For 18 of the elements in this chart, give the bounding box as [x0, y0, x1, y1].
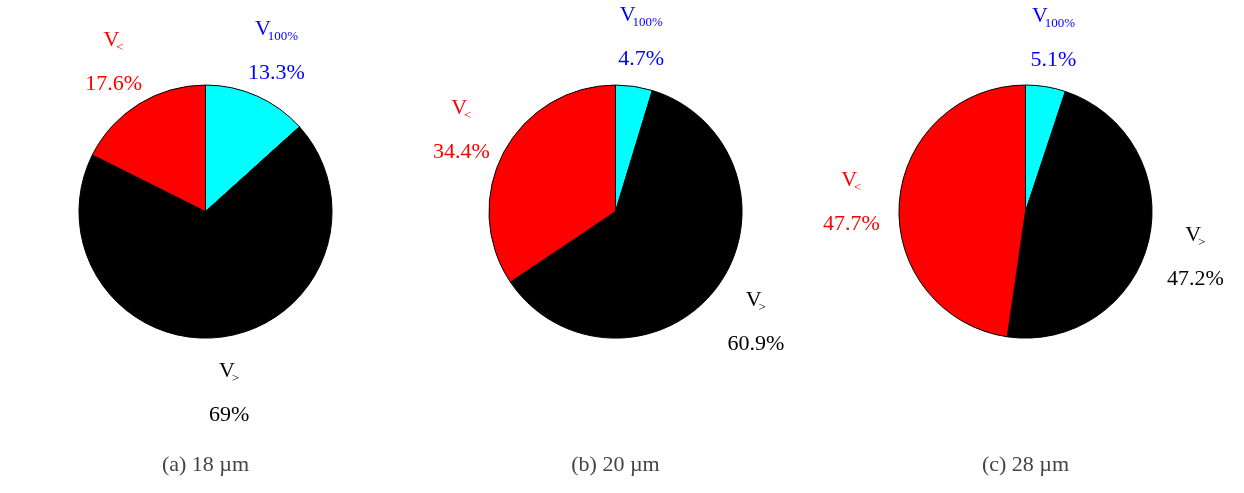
data-label: 47.2% — [1167, 264, 1224, 290]
data-label: 60.9% — [727, 330, 785, 356]
slice-label: V> — [745, 286, 766, 315]
text: (a) 18 µm — [161, 450, 250, 476]
data-label: 34.4% — [433, 138, 490, 164]
slice-label: V< — [841, 166, 862, 195]
data-label: 13.3% — [248, 58, 305, 84]
slice-label: V> — [218, 357, 239, 386]
data-label: 5.1% — [1030, 45, 1077, 71]
data-label: 4.7% — [618, 45, 665, 71]
data-label: 17.6% — [85, 70, 143, 96]
slice-label: V< — [451, 94, 472, 123]
text: (b) 20 µm — [571, 450, 660, 476]
data-label: 69% — [208, 401, 250, 427]
slice-label: V> — [1185, 220, 1206, 249]
data-label: 47.7% — [822, 210, 880, 236]
text: (c) 28 µm — [981, 450, 1070, 476]
slice-label: V< — [103, 26, 124, 55]
